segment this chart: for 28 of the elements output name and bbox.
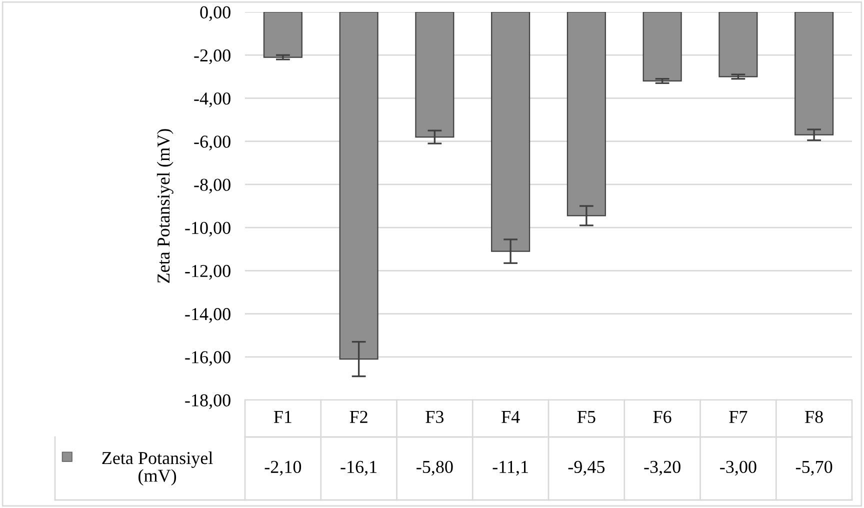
data-label: -11,1 [492, 460, 528, 476]
y-tick-label: -6,00 [194, 136, 230, 150]
y-tick-label: -2,00 [194, 49, 230, 64]
y-tick-label: -8,00 [194, 178, 230, 194]
data-label: -2,10 [264, 460, 302, 476]
y-tick-label: 0,00 [200, 6, 230, 22]
x-tick-label: F2 [350, 410, 368, 423]
legend-label: Zeta Potansiyel (mV) [102, 451, 213, 486]
x-tick-label: F1 [274, 410, 292, 423]
data-label: -3,00 [720, 460, 756, 476]
y-axis-title: Zeta Potansiyel (mV) [156, 129, 174, 283]
y-tick-label: -12,00 [185, 264, 230, 280]
y-tick-label: -4,00 [194, 92, 230, 108]
x-tick-label: F6 [653, 410, 672, 424]
data-label: -5,70 [796, 460, 832, 476]
y-tick-label: -10,00 [185, 222, 230, 237]
x-tick-label: F5 [577, 411, 596, 424]
data-label: -9,45 [568, 460, 605, 476]
y-tick-label: -14,00 [185, 308, 230, 323]
data-label: -3,20 [644, 460, 680, 476]
x-tick-label: F8 [805, 410, 823, 424]
data-label: -5,80 [416, 460, 453, 476]
x-tick-label: F3 [426, 410, 444, 424]
y-tick-label: -18,00 [185, 394, 230, 410]
data-label: -16,1 [340, 460, 377, 476]
x-tick-label: F7 [729, 411, 748, 423]
x-tick-label: F4 [502, 410, 520, 423]
y-tick-label: -16,00 [185, 351, 230, 366]
